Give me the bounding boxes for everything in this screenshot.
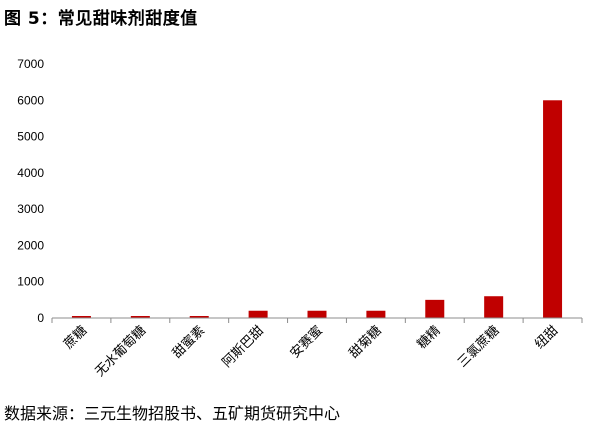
y-tick-label: 4000 (17, 166, 44, 180)
y-axis-ticks: 0 1000 2000 3000 4000 5000 6000 7000 (17, 57, 44, 325)
bar (484, 296, 504, 318)
figure-title: 图 5：常见甜味剂甜度值 (4, 9, 198, 29)
y-tick-label: 5000 (17, 130, 44, 144)
x-tick-label: 甜蜜素 (169, 323, 208, 362)
bar (425, 299, 445, 318)
x-tick-label: 阿斯巴甜 (219, 323, 267, 371)
x-tick-label: 无水葡萄糖 (92, 323, 149, 380)
figure-source: 数据来源：三元生物招股书、五矿期货研究中心 (4, 404, 341, 423)
bar (366, 310, 386, 318)
x-tick-label: 蔗糖 (61, 323, 91, 353)
bar (543, 100, 563, 319)
y-tick-label: 7000 (17, 57, 44, 71)
x-tick-label: 三氯蔗糖 (454, 323, 502, 371)
bar (307, 310, 327, 318)
x-tick-label: 甜菊糖 (346, 323, 385, 362)
bar-series (71, 100, 563, 319)
y-tick-label: 2000 (17, 238, 44, 252)
x-axis-labels: 蔗糖 无水葡萄糖 甜蜜素 阿斯巴甜 安赛蜜 甜菊糖 糖精 三氯蔗糖 纽甜 (61, 323, 562, 380)
y-tick-label: 1000 (17, 275, 44, 289)
bar (248, 310, 268, 318)
y-tick-label: 0 (37, 311, 44, 325)
y-tick-label: 3000 (17, 202, 44, 216)
x-tick-label: 安赛蜜 (287, 323, 326, 362)
bar (130, 316, 150, 318)
y-tick-label: 6000 (17, 93, 44, 107)
bar (189, 316, 209, 318)
x-tick-label: 糖精 (414, 323, 444, 353)
x-axis (51, 317, 583, 323)
x-tick-label: 纽甜 (532, 323, 562, 353)
bar (71, 316, 91, 318)
